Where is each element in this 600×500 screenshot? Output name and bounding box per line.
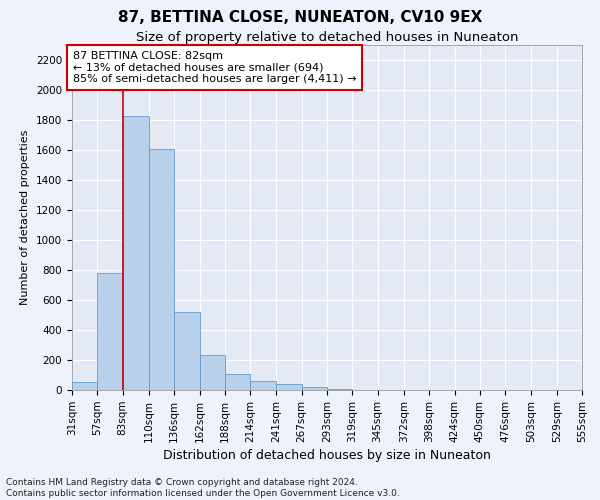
Text: Contains HM Land Registry data © Crown copyright and database right 2024.
Contai: Contains HM Land Registry data © Crown c… xyxy=(6,478,400,498)
Text: 87 BETTINA CLOSE: 82sqm
← 13% of detached houses are smaller (694)
85% of semi-d: 87 BETTINA CLOSE: 82sqm ← 13% of detache… xyxy=(73,51,356,84)
Bar xyxy=(250,382,277,390)
Text: 87, BETTINA CLOSE, NUNEATON, CV10 9EX: 87, BETTINA CLOSE, NUNEATON, CV10 9EX xyxy=(118,10,482,25)
Y-axis label: Number of detached properties: Number of detached properties xyxy=(20,130,31,305)
Bar xyxy=(72,382,97,390)
X-axis label: Distribution of detached houses by size in Nuneaton: Distribution of detached houses by size … xyxy=(163,449,491,462)
Bar xyxy=(149,148,174,390)
Title: Size of property relative to detached houses in Nuneaton: Size of property relative to detached ho… xyxy=(136,31,518,44)
Bar xyxy=(327,388,352,390)
Bar xyxy=(174,312,200,390)
Bar xyxy=(199,355,225,390)
Bar xyxy=(97,273,122,390)
Bar xyxy=(122,116,149,390)
Bar xyxy=(302,387,327,390)
Bar xyxy=(277,384,302,390)
Bar xyxy=(225,374,250,390)
